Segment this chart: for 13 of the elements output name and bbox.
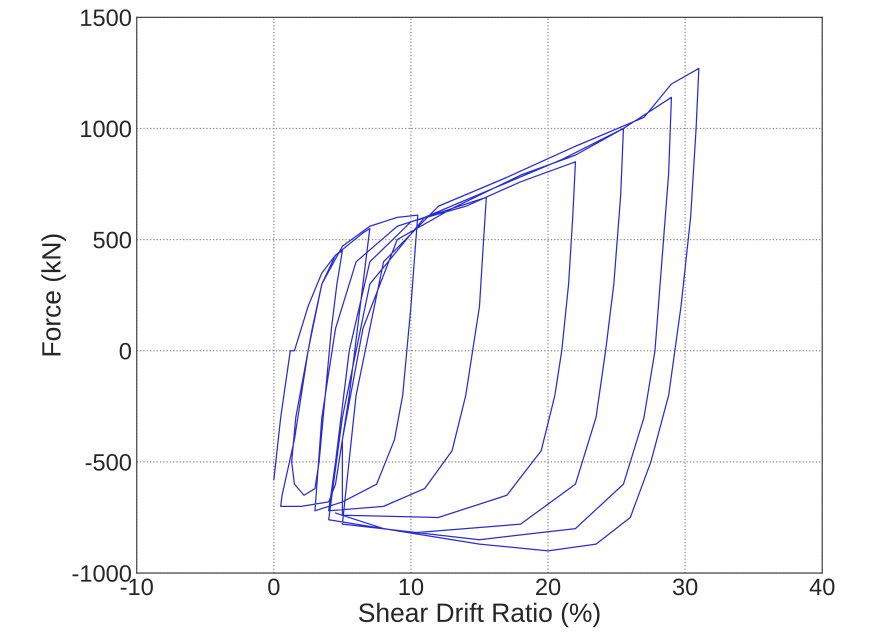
y-tick-label: 1000 [81,120,131,138]
y-tick-label: 500 [93,232,131,248]
x-tick-label: 40 [810,578,834,596]
y-axis-title: Force (kN) [41,234,66,356]
x-tick-label: 30 [672,578,698,596]
x-axis-title: Shear Drift Ratio (%) [358,602,600,628]
line-series [273,68,700,552]
y-tick-label: 0 [120,342,131,360]
x-tick-label: 0 [268,578,280,596]
y-tick-label: -500 [86,454,131,471]
x-tick-label: 10 [400,578,424,596]
y-tick-label: 1500 [81,9,131,26]
x-tick-label: 20 [536,578,560,596]
